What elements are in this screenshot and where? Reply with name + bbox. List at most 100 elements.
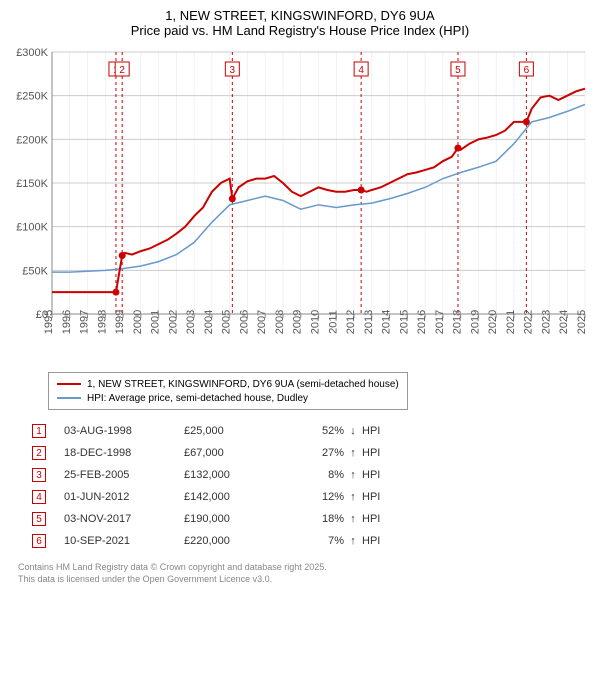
event-row: 3 25-FEB-2005£132,0008%↑HPI (32, 464, 590, 486)
svg-text:6: 6 (524, 65, 530, 76)
event-arrow-icon: ↓ (344, 425, 362, 437)
svg-text:2022: 2022 (523, 310, 535, 334)
event-price: £142,000 (184, 491, 294, 503)
event-pct: 8% (294, 469, 344, 481)
svg-text:2012: 2012 (345, 310, 357, 334)
svg-text:2008: 2008 (274, 310, 286, 334)
svg-text:£300K: £300K (16, 47, 48, 59)
event-pct: 27% (294, 447, 344, 459)
event-pct: 18% (294, 513, 344, 525)
event-arrow-icon: ↑ (344, 491, 362, 503)
event-date: 25-FEB-2005 (64, 469, 184, 481)
event-date: 03-NOV-2017 (64, 513, 184, 525)
event-hpi-label: HPI (362, 425, 380, 437)
event-row: 6 10-SEP-2021£220,0007%↑HPI (32, 530, 590, 552)
footer-line2: This data is licensed under the Open Gov… (18, 574, 590, 586)
svg-text:£250K: £250K (16, 91, 48, 103)
svg-text:2002: 2002 (167, 310, 179, 334)
svg-text:1996: 1996 (61, 310, 73, 334)
svg-text:£100K: £100K (16, 222, 48, 234)
svg-text:2025: 2025 (576, 310, 588, 334)
event-price: £190,000 (184, 513, 294, 525)
price-chart: £0£50K£100K£150K£200K£250K£300K199519961… (10, 44, 590, 364)
svg-text:2024: 2024 (558, 310, 570, 334)
event-price: £25,000 (184, 425, 294, 437)
event-marker-number: 5 (32, 512, 46, 526)
legend-swatch (57, 397, 81, 399)
svg-text:5: 5 (455, 65, 461, 76)
event-row: 2 18-DEC-1998£67,00027%↑HPI (32, 442, 590, 464)
event-row: 5 03-NOV-2017£190,00018%↑HPI (32, 508, 590, 530)
event-pct: 52% (294, 425, 344, 437)
svg-text:2014: 2014 (381, 310, 393, 334)
footer-line1: Contains HM Land Registry data © Crown c… (18, 562, 590, 574)
event-date: 10-SEP-2021 (64, 535, 184, 547)
event-price: £132,000 (184, 469, 294, 481)
svg-text:2020: 2020 (487, 310, 499, 334)
event-marker-number: 1 (32, 424, 46, 438)
svg-text:2: 2 (119, 65, 125, 76)
event-pct: 12% (294, 491, 344, 503)
svg-text:2004: 2004 (203, 310, 215, 334)
legend-label: HPI: Average price, semi-detached house,… (87, 393, 308, 404)
svg-text:£50K: £50K (22, 265, 48, 277)
svg-text:2023: 2023 (540, 310, 552, 334)
event-row: 4 01-JUN-2012£142,00012%↑HPI (32, 486, 590, 508)
title-block: 1, NEW STREET, KINGSWINFORD, DY6 9UA Pri… (10, 8, 590, 38)
chart-area: £0£50K£100K£150K£200K£250K£300K199519961… (10, 44, 590, 364)
event-hpi-label: HPI (362, 513, 380, 525)
event-hpi-label: HPI (362, 535, 380, 547)
svg-text:1997: 1997 (79, 310, 91, 334)
svg-text:£150K: £150K (16, 178, 48, 190)
svg-text:2016: 2016 (416, 310, 428, 334)
legend: 1, NEW STREET, KINGSWINFORD, DY6 9UA (se… (48, 372, 408, 410)
svg-text:1999: 1999 (114, 310, 126, 334)
footer-text: Contains HM Land Registry data © Crown c… (10, 562, 590, 585)
event-arrow-icon: ↑ (344, 469, 362, 481)
svg-text:2000: 2000 (132, 310, 144, 334)
svg-text:2003: 2003 (185, 310, 197, 334)
svg-text:2019: 2019 (469, 310, 481, 334)
svg-text:2007: 2007 (256, 310, 268, 334)
event-date: 18-DEC-1998 (64, 447, 184, 459)
svg-text:4: 4 (358, 65, 364, 76)
svg-text:2017: 2017 (434, 310, 446, 334)
svg-text:2021: 2021 (505, 310, 517, 334)
title-subtitle: Price paid vs. HM Land Registry's House … (10, 23, 590, 38)
event-hpi-label: HPI (362, 447, 380, 459)
event-date: 03-AUG-1998 (64, 425, 184, 437)
svg-text:2006: 2006 (238, 310, 250, 334)
legend-row: 1, NEW STREET, KINGSWINFORD, DY6 9UA (se… (57, 377, 399, 391)
svg-text:3: 3 (230, 65, 236, 76)
event-hpi-label: HPI (362, 491, 380, 503)
event-pct: 7% (294, 535, 344, 547)
event-marker-number: 3 (32, 468, 46, 482)
event-table: 103-AUG-1998£25,00052%↓HPI218-DEC-1998£6… (32, 420, 590, 552)
event-arrow-icon: ↑ (344, 535, 362, 547)
svg-text:2009: 2009 (292, 310, 304, 334)
page-container: 1, NEW STREET, KINGSWINFORD, DY6 9UA Pri… (0, 0, 600, 595)
svg-text:1995: 1995 (43, 310, 55, 334)
legend-label: 1, NEW STREET, KINGSWINFORD, DY6 9UA (se… (87, 379, 399, 390)
svg-text:2010: 2010 (310, 310, 322, 334)
svg-text:2005: 2005 (221, 310, 233, 334)
event-price: £220,000 (184, 535, 294, 547)
event-price: £67,000 (184, 447, 294, 459)
event-arrow-icon: ↑ (344, 513, 362, 525)
svg-text:£200K: £200K (16, 134, 48, 146)
event-arrow-icon: ↑ (344, 447, 362, 459)
event-hpi-label: HPI (362, 469, 380, 481)
event-date: 01-JUN-2012 (64, 491, 184, 503)
event-marker-number: 2 (32, 446, 46, 460)
event-marker-number: 4 (32, 490, 46, 504)
legend-swatch (57, 383, 81, 385)
event-row: 1 03-AUG-1998£25,00052%↓HPI (32, 420, 590, 442)
svg-text:1998: 1998 (96, 310, 108, 334)
title-address: 1, NEW STREET, KINGSWINFORD, DY6 9UA (10, 8, 590, 23)
event-marker-number: 6 (32, 534, 46, 548)
svg-text:2018: 2018 (452, 310, 464, 334)
svg-text:2001: 2001 (150, 310, 162, 334)
svg-text:2013: 2013 (363, 310, 375, 334)
legend-row: HPI: Average price, semi-detached house,… (57, 391, 399, 405)
svg-text:2015: 2015 (398, 310, 410, 334)
